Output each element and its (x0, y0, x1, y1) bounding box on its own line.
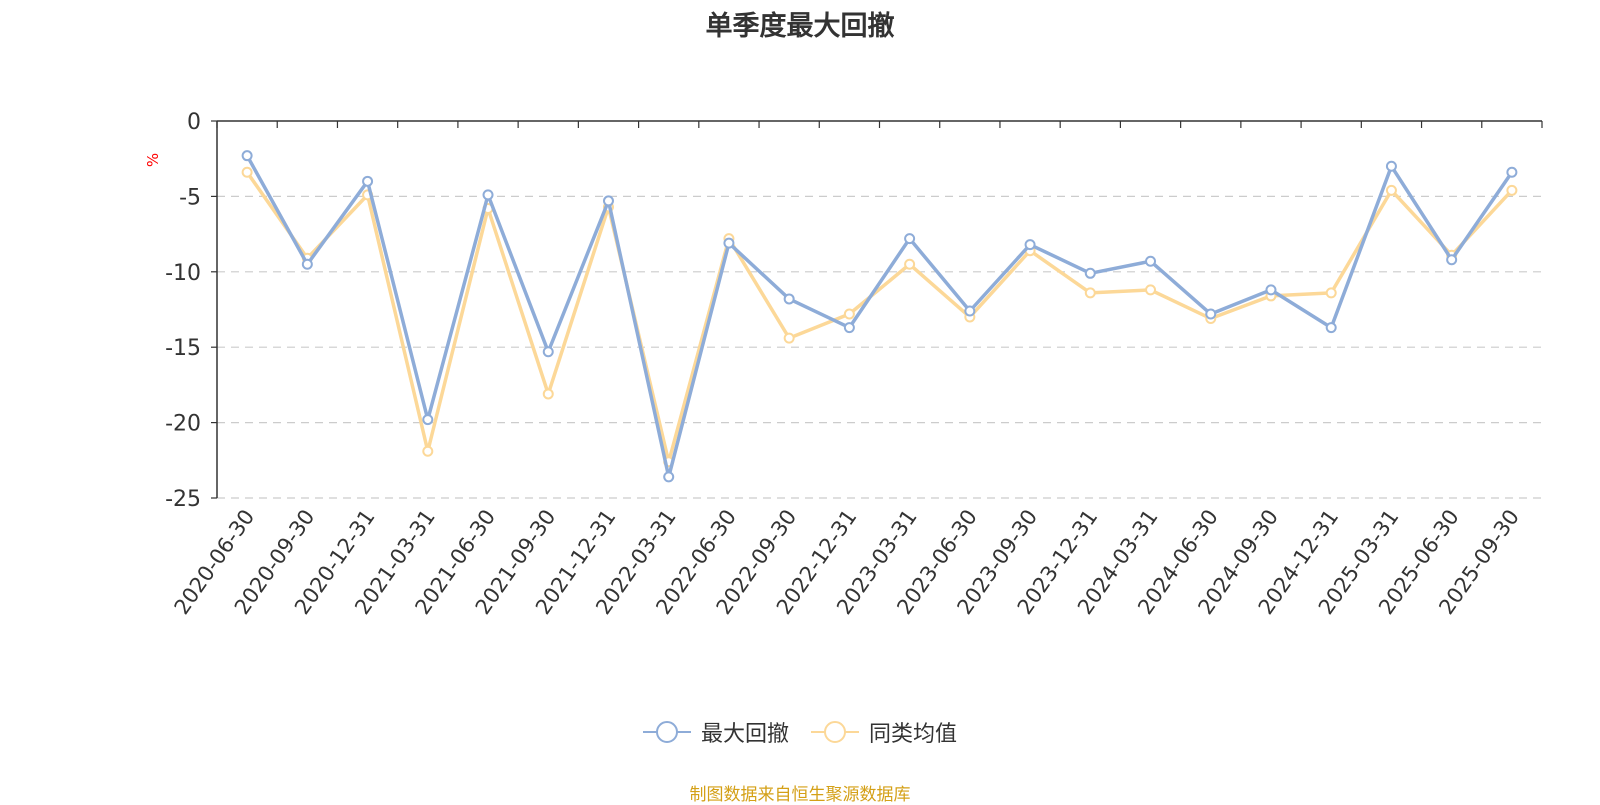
y-axis-label: % (144, 153, 162, 167)
data-point (602, 195, 614, 207)
y-tick-label: -5 (179, 185, 201, 210)
data-point (1325, 287, 1337, 299)
series-line (245, 154, 1514, 479)
y-tick-label: -20 (165, 412, 201, 437)
legend-marker-drawdown (642, 721, 691, 743)
data-point (1265, 284, 1277, 296)
data-point (241, 166, 253, 178)
data-point (542, 388, 554, 400)
data-point (1506, 166, 1518, 178)
data-point (904, 233, 916, 245)
chart-title: 单季度最大回撤 (705, 11, 895, 42)
data-point (843, 322, 855, 334)
data-point (422, 414, 434, 426)
y-tick-label: -15 (165, 336, 201, 361)
y-tick-label: 0 (187, 110, 201, 135)
data-point (422, 445, 434, 457)
data-point (663, 471, 675, 483)
data-point (1084, 267, 1096, 279)
data-point (1145, 284, 1157, 296)
legend-label-drawdown: 最大回撤 (700, 722, 789, 747)
data-point (482, 189, 494, 201)
legend: 最大回撤 同类均值 (0, 716, 1600, 748)
legend-label-peer-average: 同类均值 (869, 722, 958, 747)
data-point (1084, 287, 1096, 299)
y-tick-label: -25 (165, 487, 201, 512)
data-point (1506, 184, 1518, 196)
data-point (904, 258, 916, 270)
data-point (1385, 160, 1397, 172)
data-point (241, 150, 253, 162)
data-point (1024, 239, 1036, 251)
legend-item-drawdown[interactable]: 最大回撤 (642, 716, 789, 748)
data-point (783, 293, 795, 305)
data-point (1325, 322, 1337, 334)
data-point (964, 305, 976, 317)
data-point (1205, 308, 1217, 320)
data-point (723, 237, 735, 249)
data-point (542, 346, 554, 358)
data-point (783, 332, 795, 344)
legend-marker-peer-average (811, 721, 859, 743)
data-point (301, 258, 313, 270)
data-point (362, 175, 374, 187)
data-point (1385, 184, 1397, 196)
data-point (843, 308, 855, 320)
data-point (1145, 255, 1157, 267)
y-tick-label: -10 (165, 261, 201, 286)
legend-item-peer-average[interactable]: 同类均值 (811, 716, 957, 748)
source-note: 制图数据来自恒生聚源数据库 (689, 785, 911, 805)
data-point (1446, 254, 1458, 266)
series-line (245, 171, 1514, 464)
